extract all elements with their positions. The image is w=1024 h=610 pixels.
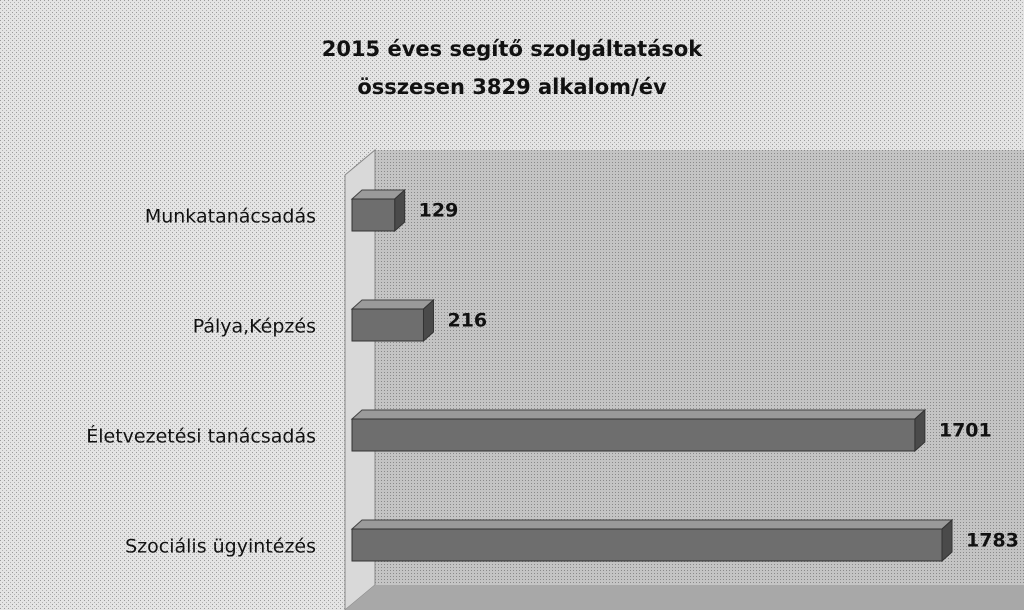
chart-subtitle: összesen 3829 alkalom/év [357,75,667,99]
bar-top [350,519,954,530]
value-label: 1701 [939,420,992,442]
back-wall [375,150,1024,585]
bar [351,528,943,562]
value-label: 1783 [966,530,1019,552]
bar-top [350,299,435,310]
floor [345,585,1024,610]
value-label: 129 [419,200,459,222]
category-label: Pálya,Képzés [193,316,316,338]
category-label: Szociális ügyintézés [125,536,316,558]
category-label: Életvezetési tanácsadás [86,425,316,448]
bar [351,418,916,452]
chart-title: 2015 éves segítő szolgáltatások [322,37,704,61]
value-label: 216 [447,310,487,332]
bar-top [350,409,927,420]
bar [351,198,396,232]
bar [351,308,424,342]
category-label: Munkatanácsadás [145,206,316,228]
